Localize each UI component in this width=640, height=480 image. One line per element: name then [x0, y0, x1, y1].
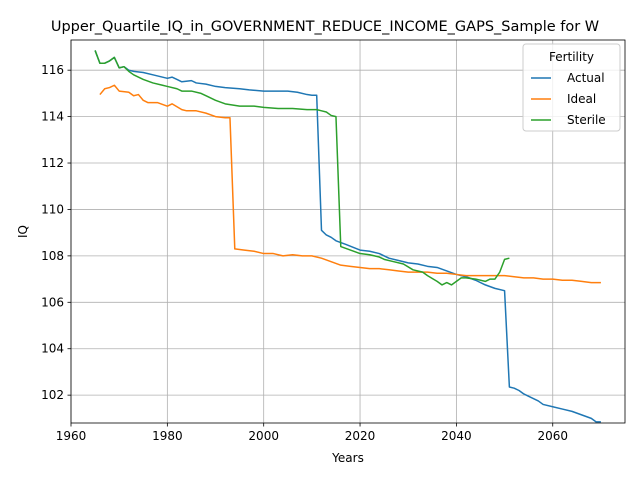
- y-tick-label: 104: [41, 342, 64, 356]
- plot-frame: [70, 39, 626, 424]
- grid: [70, 40, 625, 423]
- x-tick-label: 2040: [441, 429, 472, 443]
- chart-title: Upper_Quartile_IQ_in_GOVERNMENT_REDUCE_I…: [51, 19, 599, 35]
- x-axis-label: Years: [331, 451, 364, 465]
- x-tick-label: 1960: [56, 429, 87, 443]
- legend: Fertility Actual Ideal Sterile: [522, 43, 621, 132]
- legend-entry-ideal: Ideal: [567, 92, 596, 106]
- y-tick-label: 112: [41, 156, 64, 170]
- x-axis: 1960 1980 2000 2020 2040 2060: [56, 423, 568, 443]
- y-tick-label: 106: [41, 295, 64, 309]
- legend-entry-sterile: Sterile: [567, 113, 606, 127]
- y-tick-label: 114: [41, 110, 64, 124]
- series-layer: [94, 50, 601, 423]
- legend-box: [522, 43, 621, 132]
- x-tick-label: 2060: [537, 429, 568, 443]
- y-axis: 102 104 106 108 110 112 114 116: [41, 63, 71, 402]
- series-line-sterile: [94, 50, 510, 286]
- legend-title: Fertility: [549, 50, 594, 64]
- x-tick-label: 2020: [345, 429, 376, 443]
- y-axis-label: IQ: [16, 225, 30, 238]
- x-tick-label: 2000: [248, 429, 279, 443]
- series-line-actual: [94, 50, 601, 423]
- y-tick-label: 116: [41, 63, 64, 77]
- y-tick-label: 102: [41, 388, 64, 402]
- y-tick-label: 110: [41, 202, 64, 216]
- y-tick-label: 108: [41, 249, 64, 263]
- legend-entry-actual: Actual: [567, 71, 605, 85]
- x-tick-label: 1980: [152, 429, 183, 443]
- series-line-ideal: [99, 84, 601, 284]
